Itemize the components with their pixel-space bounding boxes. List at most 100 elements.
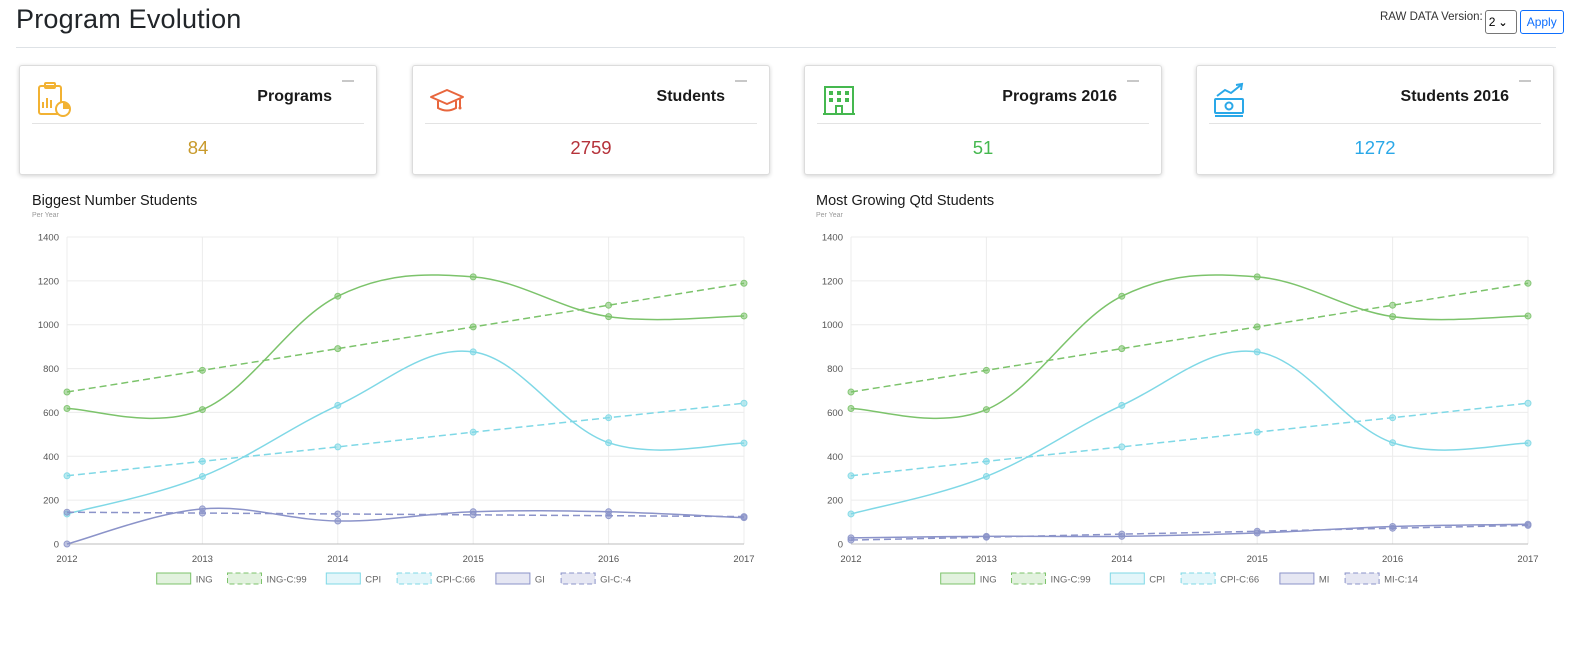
data-point-ing <box>63 404 71 412</box>
data-point-cpi-c-66 <box>740 399 748 407</box>
data-point-cpi-c-66 <box>198 457 206 465</box>
data-point-ing-c-99 <box>63 388 71 396</box>
y-tick-label: 0 <box>54 540 59 551</box>
legend-label: CPI-C:66 <box>1220 575 1259 586</box>
series-line-cpi <box>66 350 745 515</box>
card-students: Students 2759 <box>412 65 770 175</box>
card-value: 84 <box>187 137 209 158</box>
y-tick-label: 1000 <box>38 320 59 331</box>
legend-swatch-ing <box>940 572 976 585</box>
legend-swatch-gi-c-4 <box>560 572 596 585</box>
chart-subtitle-left: Per Year <box>32 212 59 219</box>
legend-swatch-cpi <box>1109 572 1145 585</box>
y-tick-label: 200 <box>43 496 59 507</box>
data-point-cpi-c-66 <box>334 443 342 451</box>
data-point-ing <box>198 406 206 414</box>
data-point-gi-c-4 <box>198 509 206 517</box>
x-tick-label: 2017 <box>1517 554 1538 565</box>
x-tick-label: 2016 <box>1382 554 1403 565</box>
legend-label: MI <box>1319 575 1330 586</box>
card-menu-marker <box>342 80 354 82</box>
data-point-cpi <box>469 348 477 356</box>
raw-data-version: RAW DATA Version: 2 ⌄ Apply <box>1380 10 1564 34</box>
apply-button[interactable]: Apply <box>1519 10 1564 34</box>
raw-data-version-select[interactable]: 2 ⌄ <box>1484 10 1517 34</box>
legend-swatch-cpi-c-66 <box>1180 572 1216 585</box>
y-tick-label: 600 <box>827 408 843 419</box>
data-point-ing-c-99 <box>198 366 206 374</box>
card-programs-2016: Programs 2016 51 <box>804 65 1162 175</box>
data-point-cpi <box>334 401 342 409</box>
card-programs: Programs 84 <box>19 65 377 175</box>
data-point-ing-c-99 <box>982 366 990 374</box>
y-tick-label: 1400 <box>822 233 843 244</box>
y-tick-label: 1400 <box>38 233 59 244</box>
page-title: Program Evolution <box>16 4 242 34</box>
legend-swatch-mi-c-14 <box>1344 572 1380 585</box>
clipboard-chart-icon <box>38 82 71 117</box>
data-point-cpi-c-66 <box>469 428 477 436</box>
legend-label: GI <box>535 575 545 586</box>
x-tick-label: 2014 <box>327 554 348 565</box>
data-point-cpi-c-66 <box>982 457 990 465</box>
data-point-ing-c-99 <box>605 301 613 309</box>
legend-label: CPI-C:66 <box>436 575 475 586</box>
data-point-cpi <box>740 439 748 447</box>
data-point-ing-c-99 <box>847 388 855 396</box>
x-tick-label: 2014 <box>1111 554 1132 565</box>
legend-swatch-ing-c-99 <box>227 572 262 585</box>
data-point-cpi <box>1118 401 1126 409</box>
data-point-ing <box>605 313 613 321</box>
header-divider <box>16 47 1556 48</box>
legend-swatch-cpi <box>325 572 361 585</box>
chart-title-right: Most Growing Qtd Students <box>816 193 995 209</box>
series-line-gi <box>66 507 745 545</box>
card-menu-marker <box>735 80 747 82</box>
y-tick-label: 400 <box>827 452 843 463</box>
data-point-cpi <box>982 472 990 480</box>
data-point-ing <box>334 292 342 300</box>
card-menu-marker <box>1519 80 1531 82</box>
card-title: Programs <box>257 88 332 105</box>
chart-title-left: Biggest Number Students <box>32 193 198 209</box>
legend-label: CPI <box>365 575 381 586</box>
x-tick-label: 2013 <box>976 554 997 565</box>
card-title: Students <box>656 88 725 105</box>
legend-label: ING <box>980 575 997 586</box>
series-line-cpi <box>850 350 1529 515</box>
data-point-ing <box>1253 273 1261 281</box>
card-title: Students 2016 <box>1400 88 1509 105</box>
card-value: 2759 <box>570 137 612 158</box>
data-point-ing-c-99 <box>740 279 748 287</box>
card-value: 1272 <box>1354 137 1396 158</box>
raw-data-version-label: RAW DATA Version: <box>1380 11 1483 23</box>
data-point-ing-c-99 <box>1524 279 1532 287</box>
data-point-mi-c-14 <box>982 533 990 541</box>
graduation-cap-icon <box>430 89 464 112</box>
data-point-gi <box>63 540 71 548</box>
data-point-ing-c-99 <box>1389 301 1397 309</box>
legend-label: ING-C:99 <box>1051 575 1091 586</box>
legend-label: ING-C:99 <box>267 575 307 586</box>
data-point-gi-c-4 <box>63 508 71 516</box>
data-point-gi <box>334 517 342 525</box>
y-tick-label: 1200 <box>822 276 843 287</box>
data-point-ing <box>1389 313 1397 321</box>
data-point-mi-c-14 <box>847 536 855 544</box>
data-point-cpi <box>605 439 613 447</box>
biggest-number-students-chart: 0 200 400 600 800 1000 1200 1400 2012 2013 2014 201… <box>38 233 755 586</box>
raw-data-version-value: 2 <box>1488 15 1496 29</box>
card-value: 51 <box>972 137 994 158</box>
series-line-cpi-c-66 <box>850 402 1529 477</box>
legend-swatch-ing <box>156 572 192 585</box>
y-tick-label: 0 <box>838 540 843 551</box>
data-point-cpi <box>1524 439 1532 447</box>
legend-swatch-cpi-c-66 <box>396 572 432 585</box>
most-growing-students-chart: 0 200 400 600 800 1000 1200 1400 2012 2013 2014 201… <box>822 233 1539 586</box>
legend-label: MI-C:14 <box>1384 575 1418 586</box>
data-point-cpi <box>1253 348 1261 356</box>
data-point-gi-c-4 <box>605 512 613 520</box>
legend-swatch-mi <box>1279 572 1315 585</box>
data-point-cpi-c-66 <box>847 472 855 480</box>
data-point-ing <box>982 406 990 414</box>
